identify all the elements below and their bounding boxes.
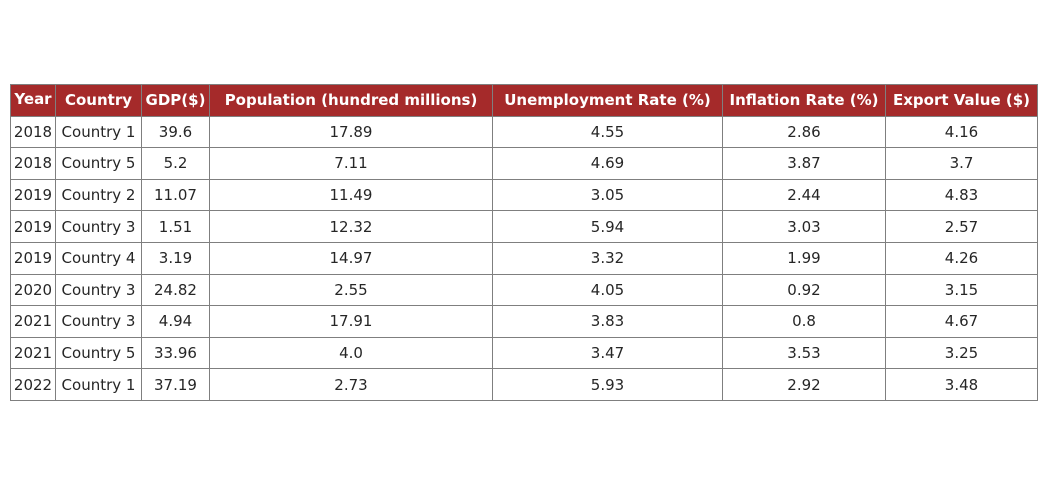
cell-export-value: 3.48	[885, 368, 1038, 401]
cell-gdp: 4.94	[141, 305, 210, 338]
cell-population: 17.91	[209, 305, 493, 338]
cell-export-value: 4.26	[885, 241, 1038, 275]
data-table: Year Country GDP($) Population (hundred …	[10, 84, 1038, 401]
cell-inflation-rate: 0.8	[722, 305, 886, 338]
cell-population: 2.73	[209, 368, 493, 401]
cell-year: 2018	[10, 147, 56, 180]
cell-population: 4.0	[209, 336, 493, 370]
table-row: 2018 Country 1 39.6 17.89 4.55 2.86 4.16	[10, 115, 1038, 149]
cell-country: Country 1	[55, 368, 142, 401]
column-header-year: Year	[10, 84, 56, 117]
cell-export-value: 3.25	[885, 336, 1038, 370]
table-row: 2019 Country 4 3.19 14.97 3.32 1.99 4.26	[10, 241, 1038, 275]
cell-country: Country 3	[55, 305, 142, 338]
cell-population: 11.49	[209, 178, 493, 212]
table-body: 2018 Country 1 39.6 17.89 4.55 2.86 4.16 2018 Co…	[10, 115, 1038, 401]
table-row: 2018 Country 5 5.2 7.11 4.69 3.87 3.7	[10, 147, 1038, 180]
table-row: 2019 Country 3 1.51 12.32 5.94 3.03 2.57	[10, 210, 1038, 243]
cell-export-value: 4.67	[885, 305, 1038, 338]
cell-unemployment-rate: 4.55	[492, 115, 723, 149]
cell-unemployment-rate: 4.69	[492, 147, 723, 180]
table-row: 2019 Country 2 11.07 11.49 3.05 2.44 4.83	[10, 178, 1038, 212]
cell-year: 2020	[10, 273, 56, 307]
cell-gdp: 11.07	[141, 178, 210, 212]
cell-year: 2021	[10, 336, 56, 370]
cell-country: Country 3	[55, 273, 142, 307]
cell-country: Country 1	[55, 115, 142, 149]
cell-year: 2019	[10, 210, 56, 243]
cell-population: 14.97	[209, 241, 493, 275]
column-header-population: Population (hundred millions)	[209, 84, 493, 117]
cell-unemployment-rate: 3.32	[492, 241, 723, 275]
table-row: 2021 Country 3 4.94 17.91 3.83 0.8 4.67	[10, 305, 1038, 338]
cell-unemployment-rate: 5.94	[492, 210, 723, 243]
cell-gdp: 1.51	[141, 210, 210, 243]
cell-export-value: 3.15	[885, 273, 1038, 307]
cell-population: 2.55	[209, 273, 493, 307]
cell-year: 2021	[10, 305, 56, 338]
cell-inflation-rate: 2.92	[722, 368, 886, 401]
column-header-unemployment-rate: Unemployment Rate (%)	[492, 84, 723, 117]
cell-population: 7.11	[209, 147, 493, 180]
cell-inflation-rate: 2.86	[722, 115, 886, 149]
cell-unemployment-rate: 3.05	[492, 178, 723, 212]
cell-gdp: 3.19	[141, 241, 210, 275]
cell-inflation-rate: 3.03	[722, 210, 886, 243]
cell-unemployment-rate: 4.05	[492, 273, 723, 307]
cell-country: Country 5	[55, 147, 142, 180]
cell-inflation-rate: 3.53	[722, 336, 886, 370]
cell-year: 2019	[10, 178, 56, 212]
table-row: 2020 Country 3 24.82 2.55 4.05 0.92 3.15	[10, 273, 1038, 307]
cell-country: Country 3	[55, 210, 142, 243]
cell-year: 2019	[10, 241, 56, 275]
cell-gdp: 5.2	[141, 147, 210, 180]
cell-export-value: 4.83	[885, 178, 1038, 212]
cell-inflation-rate: 3.87	[722, 147, 886, 180]
column-header-gdp: GDP($)	[141, 84, 210, 117]
cell-population: 12.32	[209, 210, 493, 243]
cell-export-value: 3.7	[885, 147, 1038, 180]
cell-year: 2022	[10, 368, 56, 401]
cell-country: Country 2	[55, 178, 142, 212]
cell-unemployment-rate: 3.83	[492, 305, 723, 338]
cell-year: 2018	[10, 115, 56, 149]
cell-population: 17.89	[209, 115, 493, 149]
cell-country: Country 4	[55, 241, 142, 275]
table-row: 2021 Country 5 33.96 4.0 3.47 3.53 3.25	[10, 336, 1038, 370]
cell-export-value: 2.57	[885, 210, 1038, 243]
cell-gdp: 33.96	[141, 336, 210, 370]
cell-unemployment-rate: 3.47	[492, 336, 723, 370]
cell-gdp: 39.6	[141, 115, 210, 149]
cell-inflation-rate: 0.92	[722, 273, 886, 307]
cell-country: Country 5	[55, 336, 142, 370]
cell-export-value: 4.16	[885, 115, 1038, 149]
cell-gdp: 24.82	[141, 273, 210, 307]
column-header-export-value: Export Value ($)	[885, 84, 1038, 117]
cell-inflation-rate: 2.44	[722, 178, 886, 212]
cell-gdp: 37.19	[141, 368, 210, 401]
column-header-inflation-rate: Inflation Rate (%)	[722, 84, 886, 117]
table-row: 2022 Country 1 37.19 2.73 5.93 2.92 3.48	[10, 368, 1038, 401]
cell-unemployment-rate: 5.93	[492, 368, 723, 401]
header-row: Year Country GDP($) Population (hundred …	[10, 84, 1038, 117]
cell-inflation-rate: 1.99	[722, 241, 886, 275]
column-header-country: Country	[55, 84, 142, 117]
